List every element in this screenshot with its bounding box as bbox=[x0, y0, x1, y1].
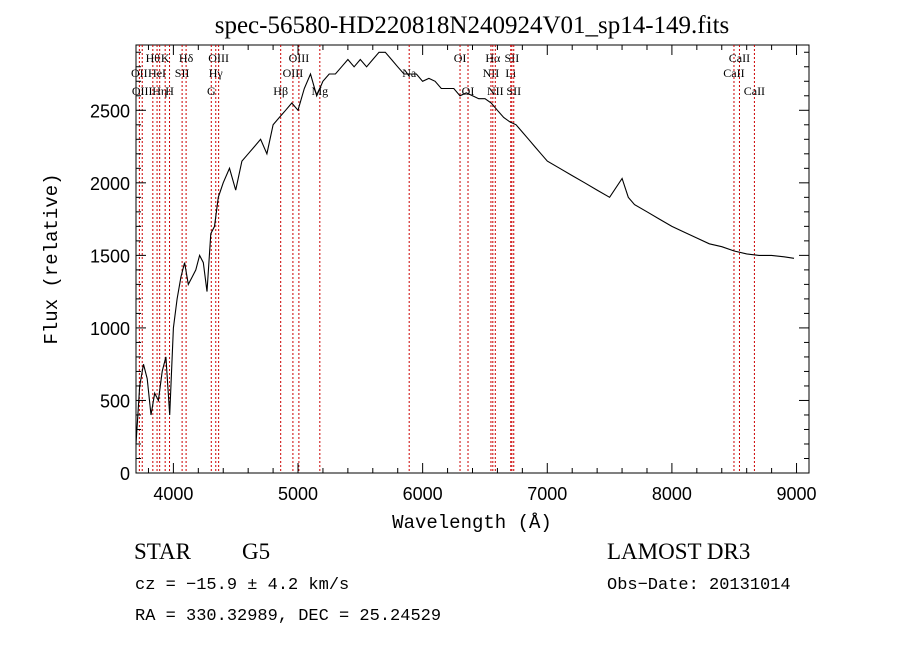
radec-line: RA = 330.32989, DEC = 25.24529 bbox=[135, 607, 441, 626]
line-marker-label: G bbox=[207, 84, 216, 98]
y-tick-label: 1000 bbox=[90, 319, 130, 339]
line-marker-label: HeI bbox=[148, 66, 166, 80]
line-marker-label: CaII bbox=[723, 66, 744, 80]
line-marker-label: OIII bbox=[289, 51, 310, 65]
chart-title: spec-56580-HD220818N240924V01_sp14-149.f… bbox=[215, 12, 730, 39]
line-marker-label: CaII bbox=[744, 84, 765, 98]
x-axis-label: Wavelength (Å) bbox=[392, 512, 552, 534]
line-marker-label: Hθ bbox=[146, 51, 161, 65]
line-marker-label: Hη bbox=[152, 84, 167, 98]
obs-date-line: Obs−Date: 20131014 bbox=[607, 576, 791, 595]
line-marker-label: SII bbox=[175, 66, 190, 80]
line-marker-label: Hδ bbox=[179, 51, 194, 65]
line-marker-label: OI bbox=[462, 84, 475, 98]
y-axis-label: Flux (relative) bbox=[41, 173, 63, 344]
x-tick-label: 7000 bbox=[527, 484, 567, 504]
line-marker-label: Hβ bbox=[273, 84, 288, 98]
survey-name: LAMOST DR3 bbox=[607, 539, 750, 564]
line-marker-label: Mg bbox=[311, 84, 328, 98]
line-marker-label: OIII bbox=[132, 84, 153, 98]
line-marker-label: Hγ bbox=[209, 66, 224, 80]
line-marker-label: H bbox=[165, 84, 174, 98]
axis-ticks: 4000 5000 6000 7000 8000 9000 0 500 1000 1500 2000… bbox=[90, 45, 817, 504]
line-marker-label: NII bbox=[487, 84, 504, 98]
line-marker-label: OI bbox=[454, 51, 467, 65]
x-tick-label: 5000 bbox=[278, 484, 318, 504]
line-marker-label: Hα bbox=[485, 51, 501, 65]
spectrum-series-line bbox=[135, 51, 795, 445]
y-tick-label: 500 bbox=[100, 391, 130, 411]
line-marker-label: SII bbox=[506, 84, 521, 98]
object-subclass: G5 bbox=[242, 539, 270, 564]
object-class: STAR bbox=[134, 539, 192, 564]
line-marker-label: Li bbox=[505, 66, 516, 80]
x-tick-label: 8000 bbox=[652, 484, 692, 504]
line-marker-label: Na bbox=[402, 66, 417, 80]
y-tick-label: 1500 bbox=[90, 246, 130, 266]
redshift-line: cz = −15.9 ± 4.2 km/s bbox=[135, 576, 349, 595]
line-marker-label: OII bbox=[131, 66, 148, 80]
line-marker-label: CaII bbox=[729, 51, 750, 65]
x-tick-label: 9000 bbox=[777, 484, 817, 504]
y-tick-label: 2000 bbox=[90, 174, 130, 194]
line-marker-label: SII bbox=[505, 51, 520, 65]
y-tick-label: 2500 bbox=[90, 101, 130, 121]
plot-frame bbox=[135, 44, 810, 474]
line-marker-label: K bbox=[161, 51, 170, 65]
x-tick-label: 4000 bbox=[153, 484, 193, 504]
x-tick-label: 6000 bbox=[403, 484, 443, 504]
line-marker-label: OIII bbox=[208, 51, 229, 65]
line-marker-label: NII bbox=[483, 66, 500, 80]
line-marker-label: OIII bbox=[283, 66, 304, 80]
y-tick-label: 0 bbox=[120, 464, 130, 484]
spectral-line-markers: OIIOIIIHθHeIHηKHSIIHδGHγOIIIHβOIIIOIIIMg… bbox=[131, 45, 765, 473]
